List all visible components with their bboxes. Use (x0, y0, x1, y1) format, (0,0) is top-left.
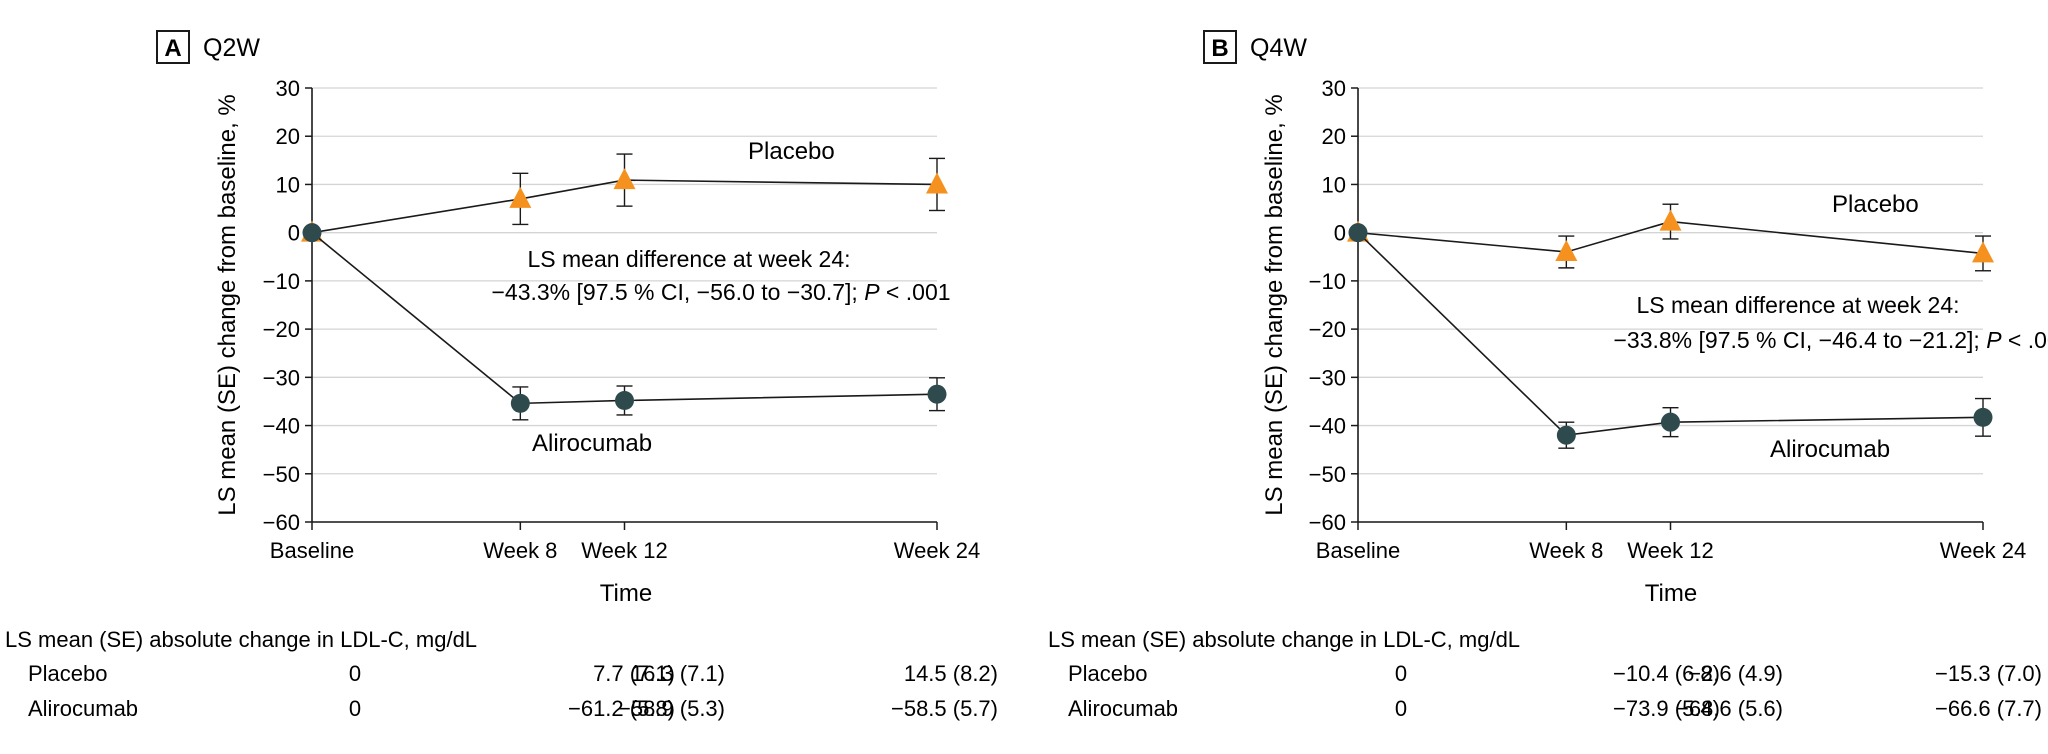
panel-title: Q2W (203, 34, 260, 62)
table-cell: −58.9 (5.3) (618, 696, 725, 721)
table-cell: −66.6 (7.7) (1935, 696, 2042, 721)
y-tick-label: −10 (1309, 269, 1346, 294)
table-cell: 0 (349, 696, 361, 721)
placebo-point (926, 172, 948, 194)
annotation-line2: −43.3% [97.5 % CI, −56.0 to −30.7]; P < … (491, 279, 950, 305)
table-cell: −58.5 (5.7) (891, 696, 998, 721)
table-cell: −73.9 (5.4) (1613, 696, 1720, 721)
table-cell: 0 (349, 661, 361, 686)
panel-a: A Q2W 30 20 10 0 −10 −20 −30 −40 −50 −60 Baseline Wee… (5, 30, 998, 721)
series-label-alirocumab: Alirocumab (1770, 436, 1890, 463)
annotation-p-label: P (864, 279, 880, 305)
y-tick-label: −10 (263, 269, 300, 294)
x-tick-label: Week 12 (581, 538, 667, 563)
x-tick-label: Week 24 (894, 538, 980, 563)
annotation-p-value: < .001 (880, 279, 951, 305)
series-label-placebo: Placebo (1832, 191, 1919, 218)
y-tick-label: −30 (263, 365, 300, 390)
y-tick-label: 20 (276, 124, 300, 149)
placebo-point (509, 186, 532, 208)
alirocumab-point (1348, 223, 1368, 243)
alirocumab-point (1661, 412, 1680, 432)
y-tick-label: −20 (263, 317, 300, 342)
x-tick-label: Baseline (270, 538, 354, 563)
y-tick-label: −40 (263, 414, 300, 439)
x-axis-title: Time (600, 580, 652, 607)
series-label-placebo: Placebo (748, 138, 835, 165)
placebo-point (613, 168, 636, 190)
y-tick-label: 30 (1322, 76, 1346, 101)
placebo-point (1659, 209, 1682, 231)
alirocumab-point (302, 223, 322, 243)
series-label-alirocumab: Alirocumab (532, 430, 652, 457)
x-tick-label: Week 8 (483, 538, 557, 563)
series-line-alirocumab (1357, 232, 1984, 437)
annotation-ci: −33.8% [97.5 % CI, −46.4 to −21.2]; (1613, 327, 1986, 353)
panel-letter: A (164, 35, 181, 62)
table-cell: −15.3 (7.0) (1935, 661, 2042, 686)
table-cell: −10.4 (6.8) (1613, 661, 1720, 686)
y-axis-title: LS mean (SE) change from baseline, % (1261, 94, 1288, 516)
y-tick-label: −40 (1309, 414, 1346, 439)
panel-b: B Q4W 30 20 10 0 −10 −20 −30 −40 −50 −60 Baseline Wee… (1048, 30, 2048, 721)
alirocumab-point (510, 393, 530, 413)
placebo-point (1972, 241, 1994, 263)
panel-letter-box (1203, 30, 1237, 64)
alirocumab-point (1556, 425, 1576, 445)
series-line-alirocumab (311, 232, 938, 405)
y-tick-label: −60 (263, 510, 300, 535)
series-line-placebo (1357, 220, 1984, 255)
x-tick-label: Baseline (1316, 538, 1400, 563)
table-row-label: Placebo (28, 661, 108, 686)
annotation-ci: −43.3% [97.5 % CI, −56.0 to −30.7]; (491, 279, 864, 305)
y-tick-label: −50 (263, 462, 300, 487)
annotation-p-label: P (1986, 327, 2002, 353)
y-tick-label: 0 (1334, 221, 1346, 246)
annotation-line2: −33.8% [97.5 % CI, −46.4 to −21.2]; P < … (1613, 327, 2048, 353)
table-cell: −2.6 (4.9) (1688, 661, 1783, 686)
y-tick-label: −60 (1309, 510, 1346, 535)
annotation-p-value: < .001 (2002, 327, 2048, 353)
annotation-line1: LS mean difference at week 24: (1636, 292, 1959, 318)
alirocumab-point (615, 390, 634, 410)
y-tick-label: −30 (1309, 365, 1346, 390)
alirocumab-point (1973, 407, 1993, 427)
panel-letter: B (1211, 35, 1228, 62)
y-tick-label: 10 (1322, 172, 1346, 197)
table-row-label: Placebo (1068, 661, 1148, 686)
panel-letter-box (156, 30, 190, 64)
y-tick-label: 10 (276, 172, 300, 197)
y-tick-label: 0 (288, 221, 300, 246)
alirocumab-point (927, 384, 947, 404)
annotation-line1: LS mean difference at week 24: (527, 246, 850, 272)
table-title: LS mean (SE) absolute change in LDL-C, m… (5, 627, 477, 652)
table-cell: −61.2 (5.8) (568, 696, 675, 721)
y-axis-title: LS mean (SE) change from baseline, % (214, 94, 241, 516)
x-tick-label: Week 24 (1940, 538, 2026, 563)
y-tick-label: −50 (1309, 462, 1346, 487)
x-tick-label: Week 12 (1627, 538, 1713, 563)
table-title: LS mean (SE) absolute change in LDL-C, m… (1048, 627, 1520, 652)
y-tick-label: −20 (1309, 317, 1346, 342)
placebo-point (1555, 239, 1578, 261)
table-cell: 0 (1395, 661, 1407, 686)
table-cell: 16.3 (7.1) (631, 661, 725, 686)
x-tick-label: Week 8 (1529, 538, 1603, 563)
panel-title: Q4W (1250, 34, 1307, 62)
table-cell: 0 (1395, 696, 1407, 721)
y-tick-label: 30 (276, 76, 300, 101)
x-axis-title: Time (1645, 580, 1697, 607)
table-row-label: Alirocumab (1068, 696, 1178, 721)
table-cell: 14.5 (8.2) (904, 661, 998, 686)
table-cell: −68.6 (5.6) (1676, 696, 1783, 721)
table-row-label: Alirocumab (28, 696, 138, 721)
y-tick-label: 20 (1322, 124, 1346, 149)
table-cell: 7.7 (7.1) (593, 661, 675, 686)
series-line-placebo (311, 179, 938, 234)
